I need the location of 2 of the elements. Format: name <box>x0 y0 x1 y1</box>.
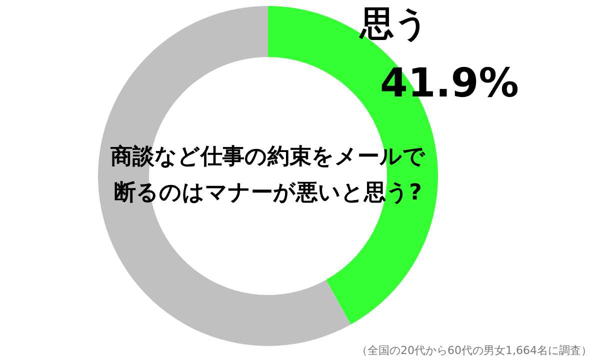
slice-label: 思う <box>358 4 430 44</box>
text: （全国の20代から60代の男女1,664名に調査） <box>356 343 592 358</box>
